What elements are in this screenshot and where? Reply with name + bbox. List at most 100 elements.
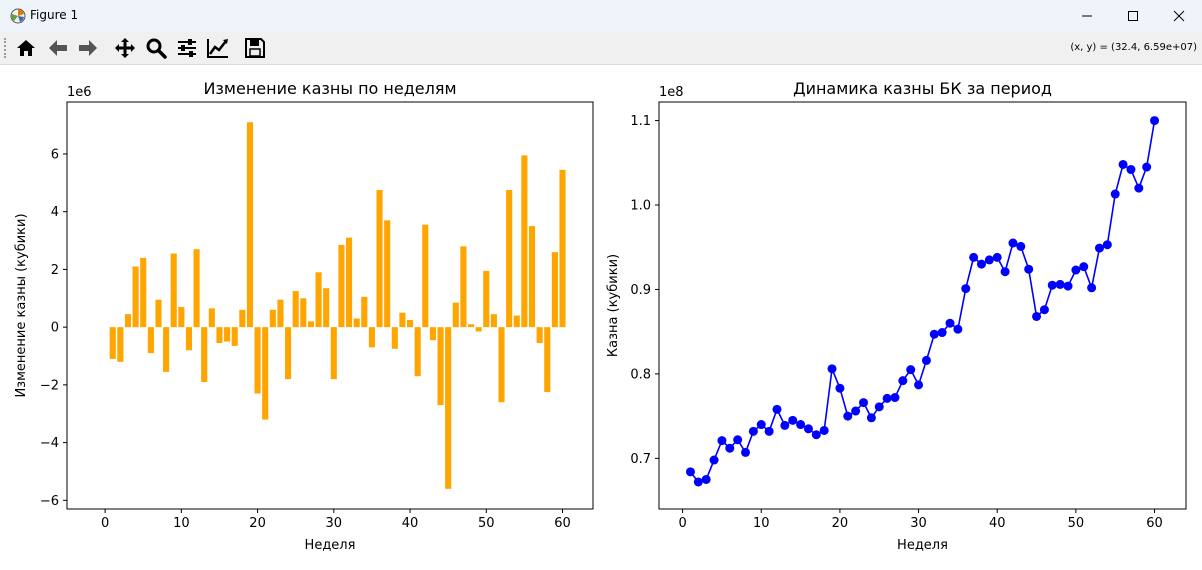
bar (307, 321, 314, 328)
data-point (1142, 162, 1152, 172)
y-tick-label: 1.1 (630, 114, 651, 129)
bar-chart-title: Изменение казны по неделям (203, 79, 456, 98)
navigation-toolbar: (x, y) = (32.4, 6.59e+07) (0, 32, 1202, 65)
data-point (733, 435, 743, 445)
forward-button[interactable] (74, 35, 101, 61)
bar (262, 327, 269, 420)
data-point (1079, 262, 1089, 272)
bar (445, 327, 452, 489)
bar (338, 244, 345, 328)
bar (559, 169, 566, 328)
x-tick-label: 40 (989, 516, 1006, 531)
data-point (882, 393, 892, 403)
maximize-button[interactable] (1110, 0, 1156, 32)
y-tick-label: −4 (40, 436, 59, 451)
x-tick-label: 60 (554, 516, 571, 531)
bar (452, 302, 459, 328)
matplotlib-logo-icon (10, 8, 26, 24)
arrow-left-icon (48, 40, 67, 56)
bar (330, 327, 337, 380)
bar (208, 308, 215, 328)
home-button[interactable] (12, 35, 39, 61)
data-point (741, 447, 751, 457)
bar (498, 327, 505, 403)
data-point (709, 455, 719, 465)
configure-subplots-button[interactable] (173, 35, 200, 61)
bar (132, 266, 139, 328)
bar (536, 327, 543, 344)
y-tick-label: 1.0 (630, 199, 651, 214)
bar (513, 315, 520, 328)
data-point (1150, 116, 1160, 126)
save-button[interactable] (241, 35, 268, 61)
bar (399, 312, 406, 328)
line-chart-frame (658, 101, 1187, 510)
toolbar-grip (4, 38, 8, 58)
bar (429, 327, 436, 341)
data-point (945, 318, 955, 328)
bar (323, 288, 330, 328)
x-tick-label: 40 (402, 516, 419, 531)
data-point (851, 406, 861, 416)
data-point (961, 284, 971, 294)
line-chart-axes (655, 101, 1187, 513)
bar (155, 299, 162, 328)
bar (422, 224, 429, 328)
y-tick-label: 0.7 (630, 452, 651, 467)
close-icon (1173, 10, 1185, 22)
bar (346, 237, 353, 328)
axis-offset-label: 1e8 (659, 85, 684, 100)
bar (147, 327, 154, 354)
data-point (898, 376, 908, 386)
minimize-button[interactable] (1064, 0, 1110, 32)
data-point (819, 425, 829, 435)
bar (490, 314, 497, 328)
figure-canvas[interactable]: 0 10 20 30 40 50 60 −6 −4 −2 0 2 4 6 Изменение казны п… (0, 64, 1202, 566)
data-point (835, 383, 845, 393)
bar (315, 272, 322, 328)
back-button[interactable] (44, 35, 71, 61)
bar (163, 327, 170, 372)
data-point (976, 259, 986, 269)
y-tick-label: 6 (51, 147, 59, 162)
data-point (827, 364, 837, 374)
x-tick-label: 60 (1146, 516, 1163, 531)
data-point (953, 324, 963, 334)
x-tick-label: 10 (753, 516, 770, 531)
data-point (803, 424, 813, 434)
sliders-icon (177, 39, 196, 57)
y-tick-label: 2 (51, 263, 59, 278)
data-point (1039, 305, 1049, 315)
pan-button[interactable] (111, 35, 138, 61)
data-point (756, 420, 766, 430)
data-point (788, 415, 798, 425)
x-tick-label: 0 (678, 516, 686, 531)
x-tick-label: 50 (1068, 516, 1085, 531)
bar (376, 190, 383, 328)
data-point (725, 443, 735, 453)
data-point (1094, 243, 1104, 253)
data-point (693, 477, 703, 487)
bar (544, 327, 551, 393)
data-point (1008, 238, 1018, 248)
bar (361, 296, 368, 328)
bar (178, 306, 185, 328)
data-point (1134, 183, 1144, 193)
zoom-button[interactable] (142, 35, 169, 61)
bar (467, 324, 475, 328)
edit-axis-button[interactable] (204, 35, 231, 61)
bar (239, 309, 246, 328)
bar (117, 327, 124, 362)
bar-chart-frame (66, 101, 594, 510)
data-point (859, 398, 869, 408)
y-tick-label: 0.9 (630, 283, 651, 298)
x-axis-label: Неделя (305, 538, 356, 553)
x-axis-label: Неделя (897, 538, 948, 553)
x-tick-label: 30 (326, 516, 343, 531)
floppy-disk-icon (244, 38, 265, 58)
y-tick-label: 0.8 (630, 367, 651, 382)
x-tick-label: 20 (249, 516, 266, 531)
close-button[interactable] (1156, 0, 1202, 32)
y-tick-label: 0 (51, 321, 59, 336)
bar (460, 246, 467, 328)
